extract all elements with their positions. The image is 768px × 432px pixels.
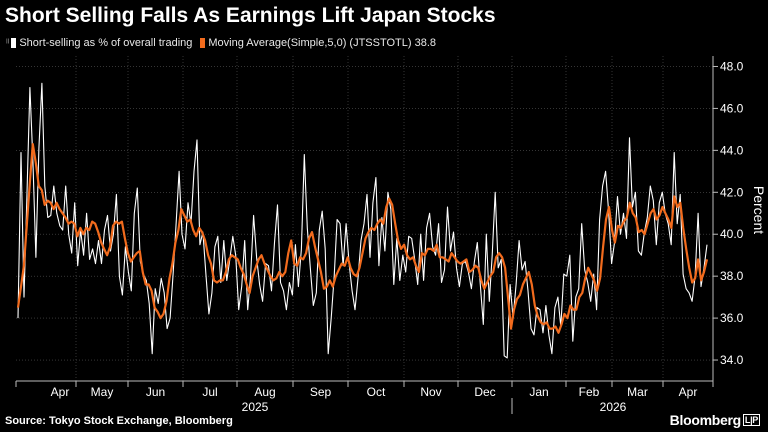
legend-swatch-orange	[200, 38, 206, 48]
chart-legend: ᴵᴵ Short-selling as % of overall trading…	[6, 37, 444, 49]
y-tick-label: 46.0	[720, 101, 744, 115]
year-label: 2025	[242, 400, 269, 414]
x-tick-label: Feb	[579, 385, 600, 399]
y-tick-label: 48.0	[720, 59, 744, 73]
y-tick-label: 34.0	[720, 353, 744, 367]
legend-toggle-icon[interactable]: ᴵᴵ	[6, 37, 10, 49]
y-axis: 34.0 36.0 38.0 40.0 42.0 44.0 46.0 48.0	[712, 56, 744, 381]
legend-swatch-white	[11, 38, 17, 48]
x-axis: Apr May Jun Jul Aug Sep Oct Nov Dec Jan Feb Mar Apr 2…	[15, 380, 714, 414]
x-tick-label: May	[91, 385, 114, 399]
y-axis-label: Percent	[751, 186, 767, 234]
chart-title: Short Selling Falls As Earnings Lift Jap…	[5, 4, 496, 27]
x-tick-label: Mar	[627, 385, 648, 399]
x-tick-label: Oct	[367, 385, 386, 399]
brand-name: Bloomberg	[669, 412, 742, 428]
y-tick-label: 42.0	[720, 185, 744, 199]
bloomberg-logo: Bloomberg L|P	[670, 412, 760, 428]
brand-mark-icon: L|P	[742, 414, 760, 426]
x-tick-label: Jan	[529, 385, 548, 399]
x-tick-label: Jul	[202, 385, 217, 399]
y-tick-label: 40.0	[720, 227, 744, 241]
legend-label-short-selling: Short-selling as % of overall trading	[19, 37, 193, 49]
x-tick-label: Sep	[310, 385, 332, 399]
legend-item-moving-average[interactable]: Moving Average(Simple,5,0) (JTSSTOTL) 38…	[200, 37, 436, 49]
series-line-short-selling	[17, 82, 708, 359]
legend-label-moving-average: Moving Average(Simple,5,0) (JTSSTOTL) 38…	[208, 37, 437, 49]
x-tick-label: Jun	[146, 385, 165, 399]
x-tick-label: Apr	[679, 385, 698, 399]
y-tick-label: 36.0	[720, 311, 744, 325]
x-tick-label: Nov	[420, 385, 441, 399]
x-tick-label: Aug	[254, 385, 275, 399]
y-tick-label: 44.0	[720, 143, 744, 157]
chart-series	[16, 82, 709, 359]
series-line-moving-average	[16, 143, 709, 334]
year-label: 2026	[600, 400, 627, 414]
legend-item-short-selling[interactable]: Short-selling as % of overall trading	[11, 37, 192, 49]
y-tick-label: 38.0	[720, 269, 744, 283]
x-tick-label: Apr	[51, 385, 70, 399]
source-note: Source: Tokyo Stock Exchange, Bloomberg	[5, 415, 233, 427]
x-tick-label: Dec	[474, 385, 495, 399]
